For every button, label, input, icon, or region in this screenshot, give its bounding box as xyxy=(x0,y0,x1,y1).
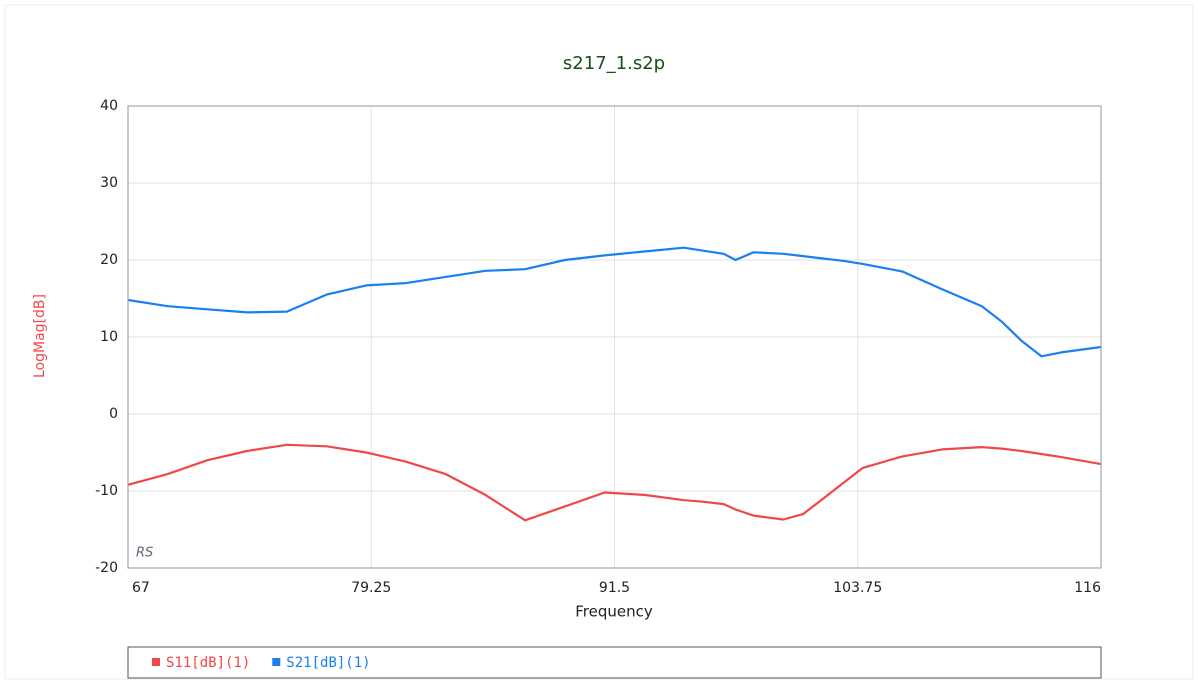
watermark: RS xyxy=(136,546,153,561)
chart-title: s217_1.s2p xyxy=(563,53,665,74)
y-tick-label: 10 xyxy=(100,329,118,345)
y-axis-label: LogMag[dB] xyxy=(32,294,48,378)
x-axis-label: Frequency xyxy=(575,603,653,621)
legend: S11[dB](1) S21[dB](1) xyxy=(152,655,371,671)
x-tick-label: 67 xyxy=(132,580,150,596)
x-tick-label: 79.25 xyxy=(351,580,391,596)
legend-swatch xyxy=(152,658,160,666)
y-tick-label: 30 xyxy=(100,175,118,191)
y-tick-label: 0 xyxy=(109,406,118,422)
legend-label: S11[dB](1) xyxy=(166,655,250,671)
x-tick-label: 116 xyxy=(1074,580,1101,596)
legend-label: S21[dB](1) xyxy=(286,655,370,671)
panel xyxy=(4,4,1194,680)
legend-swatch xyxy=(272,658,281,666)
y-tick-label: -20 xyxy=(95,560,118,576)
series-line xyxy=(127,443,1102,522)
plot-frame xyxy=(127,105,1102,569)
y-tick-label: -10 xyxy=(95,483,118,499)
y-tick-label: 40 xyxy=(100,98,118,114)
plot-lines xyxy=(127,246,1102,522)
x-tick-label: 103.75 xyxy=(833,580,882,596)
y-tick-label: 20 xyxy=(100,252,118,268)
legend-box xyxy=(127,646,1102,679)
x-tick-label: 91.5 xyxy=(599,580,630,596)
series-line xyxy=(127,246,1102,358)
